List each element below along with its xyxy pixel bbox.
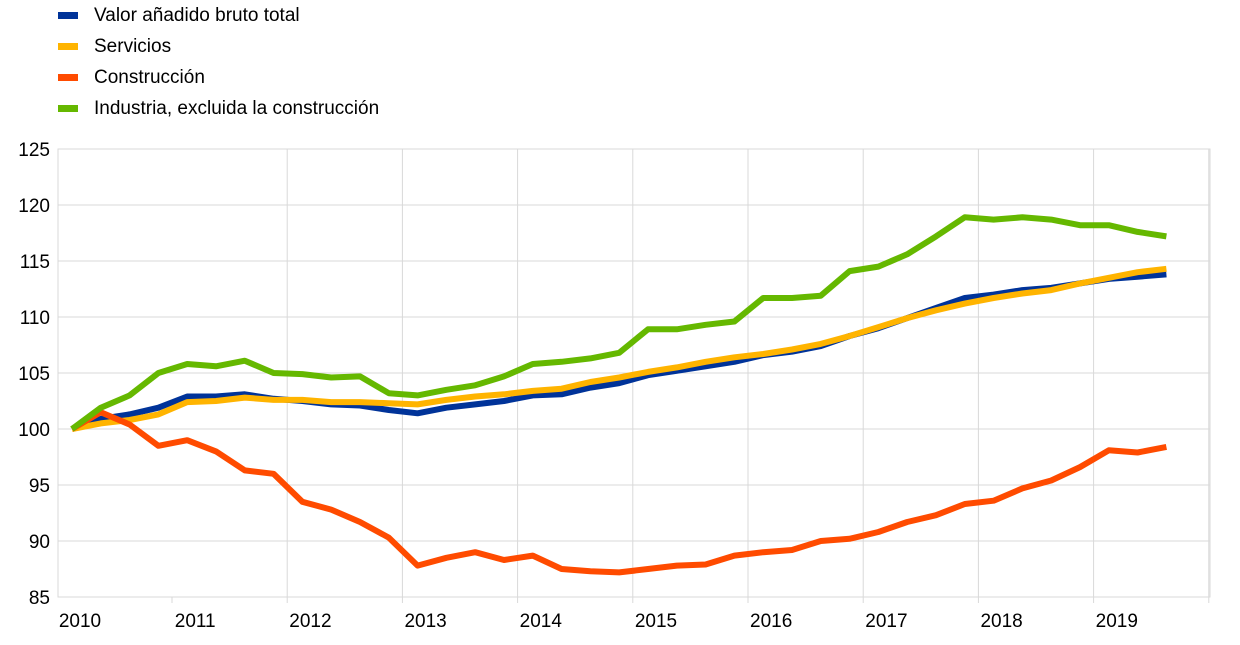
legend-swatch <box>58 12 78 19</box>
series-line <box>70 214 1167 432</box>
legend-item: Valor añadido bruto total <box>58 0 379 31</box>
y-tick-label: 85 <box>29 588 50 609</box>
y-tick-label: 115 <box>20 252 50 273</box>
x-tick-label: 2018 <box>980 611 1022 632</box>
legend-swatch <box>58 105 78 112</box>
y-tick-label: 110 <box>20 308 50 329</box>
legend-label: Construcción <box>94 66 205 88</box>
legend-item: Industria, excluida la construcción <box>58 93 379 124</box>
x-tick-label: 2016 <box>750 611 792 632</box>
legend-swatch <box>58 74 78 81</box>
y-tick-label: 100 <box>18 420 50 441</box>
legend-item: Construcción <box>58 62 379 93</box>
series-line <box>71 265 1167 432</box>
x-tick-label: 2013 <box>404 611 446 632</box>
x-tick-label: 2014 <box>520 611 563 632</box>
legend: Valor añadido bruto total Servicios Constr… <box>58 0 379 124</box>
y-tick-label: 120 <box>18 196 50 217</box>
legend-label: Servicios <box>94 35 172 57</box>
x-tick-label: 2019 <box>1096 611 1138 632</box>
x-tick-label: 2012 <box>289 611 331 632</box>
x-tick-label: 2011 <box>175 611 216 632</box>
legend-swatch <box>58 43 78 50</box>
x-tick-label: 2015 <box>635 611 677 632</box>
y-tick-label: 90 <box>29 532 50 553</box>
legend-item: Servicios <box>58 31 379 62</box>
legend-label: Valor añadido bruto total <box>94 4 300 26</box>
series-lines <box>70 214 1167 576</box>
y-tick-label: 105 <box>18 364 50 385</box>
x-tick-label: 2010 <box>59 611 101 632</box>
y-tick-label: 125 <box>18 140 50 161</box>
legend-label: Industria, excluida la construcción <box>94 97 380 119</box>
axis-labels: 125 120 115 110 105 100 95 90 85 2010 2011 2012 2013… <box>18 140 1138 632</box>
x-tick-label: 2017 <box>865 611 907 632</box>
series-line <box>70 409 1167 576</box>
y-tick-label: 95 <box>29 476 50 497</box>
